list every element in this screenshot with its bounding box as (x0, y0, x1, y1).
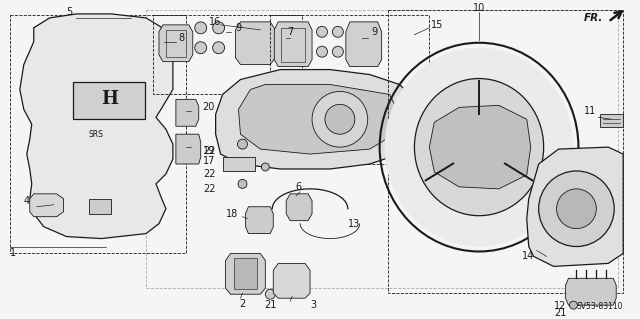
Polygon shape (239, 85, 399, 154)
Text: 2: 2 (239, 299, 246, 309)
Circle shape (212, 42, 225, 54)
Polygon shape (527, 147, 623, 266)
Circle shape (477, 168, 481, 174)
Polygon shape (20, 14, 173, 239)
Polygon shape (236, 22, 275, 65)
Circle shape (317, 26, 328, 37)
Polygon shape (29, 194, 63, 217)
Text: 7: 7 (287, 27, 293, 37)
Circle shape (461, 128, 466, 133)
Text: 11: 11 (584, 106, 596, 116)
Circle shape (570, 301, 577, 309)
Circle shape (332, 46, 343, 57)
Circle shape (454, 145, 460, 150)
Circle shape (266, 289, 275, 299)
Text: 22: 22 (203, 146, 216, 156)
Text: 21: 21 (554, 308, 566, 318)
Circle shape (237, 139, 248, 149)
Text: 12: 12 (554, 301, 566, 311)
Text: 6: 6 (295, 182, 301, 192)
Text: 21: 21 (264, 300, 276, 310)
Text: 17: 17 (204, 156, 216, 166)
Circle shape (539, 171, 614, 247)
Circle shape (332, 26, 343, 37)
Ellipse shape (449, 115, 509, 179)
Ellipse shape (415, 78, 543, 216)
Polygon shape (90, 199, 111, 214)
Polygon shape (429, 105, 531, 189)
Text: FR.: FR. (584, 13, 604, 23)
Text: 16: 16 (209, 17, 221, 27)
Circle shape (325, 104, 355, 134)
Circle shape (195, 42, 207, 54)
Polygon shape (225, 254, 266, 294)
Text: 4: 4 (24, 196, 30, 206)
Text: 13: 13 (348, 219, 360, 229)
Circle shape (477, 121, 481, 126)
Circle shape (492, 128, 497, 133)
Circle shape (238, 179, 247, 188)
Polygon shape (566, 278, 616, 305)
Text: 1: 1 (10, 249, 16, 258)
Circle shape (317, 46, 328, 57)
Circle shape (461, 161, 466, 167)
Text: 18: 18 (227, 209, 239, 219)
Text: 5: 5 (67, 7, 73, 17)
Text: 19: 19 (203, 146, 215, 156)
Text: 10: 10 (473, 3, 485, 13)
Text: SV53-83110: SV53-83110 (577, 302, 623, 311)
Text: 9: 9 (372, 27, 378, 37)
Circle shape (464, 132, 494, 162)
Circle shape (557, 189, 596, 229)
Text: 3: 3 (310, 300, 316, 310)
Polygon shape (159, 25, 193, 62)
Text: 15: 15 (431, 20, 444, 30)
Polygon shape (176, 100, 199, 126)
Text: SRS: SRS (89, 130, 104, 139)
Polygon shape (234, 258, 257, 289)
Circle shape (261, 163, 269, 171)
Circle shape (195, 22, 207, 34)
Polygon shape (346, 22, 381, 67)
Polygon shape (246, 207, 273, 234)
Text: 22: 22 (203, 169, 216, 179)
Polygon shape (600, 114, 623, 127)
Polygon shape (176, 134, 201, 164)
Text: 9: 9 (236, 23, 242, 33)
Polygon shape (223, 157, 255, 171)
Text: 22: 22 (203, 184, 216, 194)
Circle shape (312, 92, 368, 147)
Polygon shape (286, 194, 312, 221)
Text: 8: 8 (179, 33, 185, 43)
FancyBboxPatch shape (74, 82, 145, 119)
Text: 20: 20 (203, 102, 215, 112)
Polygon shape (216, 70, 419, 169)
Polygon shape (273, 263, 310, 298)
Circle shape (212, 22, 225, 34)
Ellipse shape (385, 48, 573, 247)
Text: 14: 14 (522, 251, 534, 262)
Circle shape (492, 161, 497, 167)
Circle shape (499, 145, 504, 150)
Polygon shape (275, 22, 312, 67)
Text: H: H (100, 90, 118, 108)
